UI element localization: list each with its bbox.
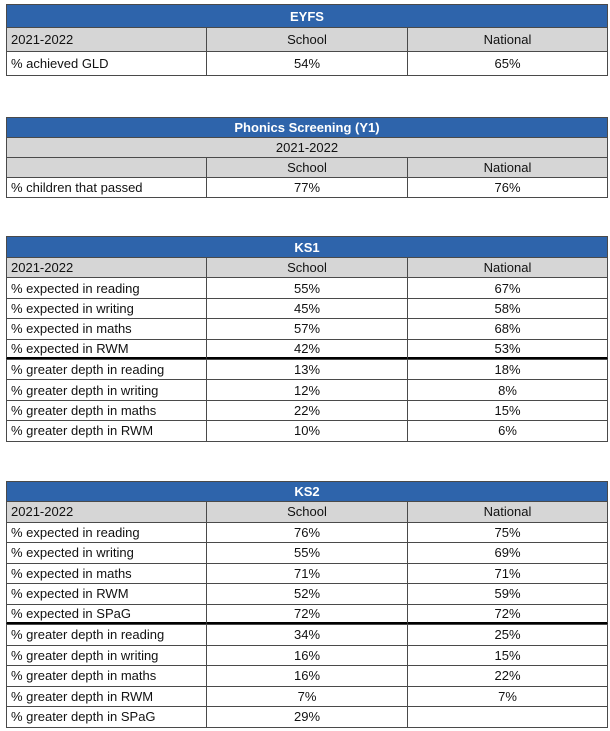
row-label: % expected in reading (6, 521, 207, 543)
value-cell: 52% (206, 583, 408, 605)
row-label: % expected in maths (6, 562, 207, 584)
header-cell: School (206, 257, 408, 279)
value-cell: 15% (407, 399, 608, 422)
value-cell: 58% (407, 297, 608, 320)
value-cell: 77% (206, 177, 408, 198)
value-cell: 16% (206, 644, 408, 666)
section-title: Phonics Screening (Y1) (6, 117, 608, 138)
value-cell: 53% (407, 338, 608, 360)
value-cell: 71% (206, 562, 408, 584)
section-title: KS2 (6, 481, 608, 502)
row-label: % greater depth in RWM (6, 420, 207, 442)
row-label: % greater depth in reading (6, 624, 207, 646)
row-label: % expected in writing (6, 542, 207, 564)
value-cell: 22% (407, 665, 608, 687)
value-cell: 34% (206, 624, 408, 646)
value-cell: 67% (407, 277, 608, 299)
row-label: % achieved GLD (6, 51, 207, 76)
value-cell: 13% (206, 359, 408, 381)
value-cell: 22% (206, 399, 408, 422)
row-label: % greater depth in reading (6, 359, 207, 381)
value-cell: 10% (206, 420, 408, 442)
value-cell: 55% (206, 277, 408, 299)
row-label: % expected in RWM (6, 338, 207, 360)
row-label: % children that passed (6, 177, 207, 198)
header-cell: National (407, 157, 608, 178)
header-cell: 2021-2022 (6, 27, 207, 52)
row-label: % greater depth in maths (6, 665, 207, 687)
value-cell: 68% (407, 318, 608, 340)
value-cell: 72% (407, 603, 608, 625)
value-cell: 42% (206, 338, 408, 360)
value-cell (407, 706, 608, 728)
value-cell: 29% (206, 706, 408, 728)
value-cell: 65% (407, 51, 608, 76)
row-label: % expected in SPaG (6, 603, 207, 625)
row-label: % expected in writing (6, 297, 207, 320)
header-cell: School (206, 27, 408, 52)
row-label: % expected in RWM (6, 583, 207, 605)
row-label: % expected in maths (6, 318, 207, 340)
value-cell: 15% (407, 644, 608, 666)
row-label: % greater depth in maths (6, 399, 207, 422)
value-cell: 7% (206, 685, 408, 707)
section-title: KS1 (6, 236, 608, 258)
header-cell (6, 157, 207, 178)
value-cell: 7% (407, 685, 608, 707)
value-cell: 18% (407, 359, 608, 381)
row-label: % greater depth in RWM (6, 685, 207, 707)
value-cell: 75% (407, 521, 608, 543)
value-cell: 72% (206, 603, 408, 625)
header-cell: School (206, 157, 408, 178)
value-cell: 25% (407, 624, 608, 646)
header-cell: National (407, 257, 608, 279)
value-cell: 16% (206, 665, 408, 687)
value-cell: 8% (407, 379, 608, 401)
header-cell: National (407, 27, 608, 52)
header-cell: 2021-2022 (6, 257, 207, 279)
value-cell: 12% (206, 379, 408, 401)
value-cell: 6% (407, 420, 608, 442)
value-cell: 71% (407, 562, 608, 584)
value-cell: 57% (206, 318, 408, 340)
value-cell: 54% (206, 51, 408, 76)
row-label: % greater depth in SPaG (6, 706, 207, 728)
row-label: % greater depth in writing (6, 379, 207, 401)
header-cell: National (407, 501, 608, 523)
section-title: EYFS (6, 4, 608, 28)
value-cell: 55% (206, 542, 408, 564)
row-label: % greater depth in writing (6, 644, 207, 666)
header-cell: School (206, 501, 408, 523)
row-label: % expected in reading (6, 277, 207, 299)
header-cell: 2021-2022 (6, 501, 207, 523)
value-cell: 45% (206, 297, 408, 320)
value-cell: 76% (407, 177, 608, 198)
value-cell: 59% (407, 583, 608, 605)
value-cell: 69% (407, 542, 608, 564)
period-row: 2021-2022 (6, 137, 608, 158)
value-cell: 76% (206, 521, 408, 543)
